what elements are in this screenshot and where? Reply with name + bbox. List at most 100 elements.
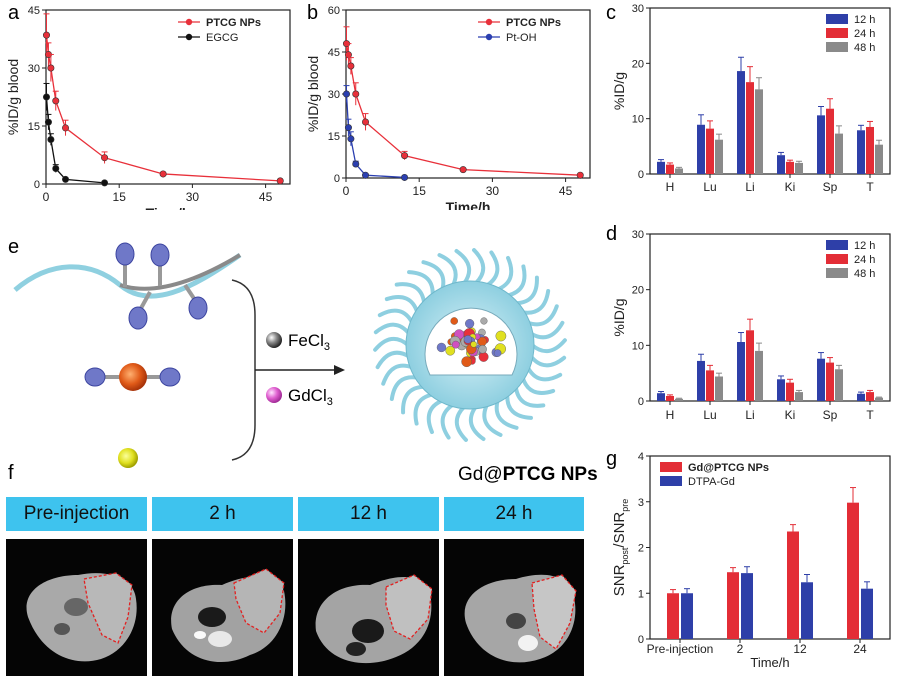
catechol-groups [115,242,208,330]
peg-chain [401,384,427,415]
plot-frame [649,233,891,402]
peg-chain [530,338,567,354]
data-point [344,124,352,132]
peg-chain [381,363,415,386]
peg-chain [413,392,435,426]
bar [857,130,865,174]
peg-chain [525,304,559,327]
peg-chain [377,308,415,325]
peg-chain [472,248,486,286]
np-cargo [478,344,487,354]
y-tick-label: 45 [328,47,340,59]
peg-chain [484,250,500,288]
series-line [45,35,281,182]
series-line [345,43,581,176]
x-tick-label: Lu [703,180,716,194]
bar [875,144,883,174]
peg-chain [513,275,539,306]
np-cargo [493,349,502,357]
x-axis-label: Time/h [146,205,191,210]
bar [681,593,693,639]
x-tick-label: 0 [43,190,50,204]
chart-a: 0 15 30 45 0 15 30 45 Time/h %ID/g blood PTCG NPs E… [5,5,291,210]
x-tick-label: 24 [853,642,867,656]
peg-chain [373,336,410,352]
bar [817,358,825,401]
np-cargo [436,342,447,353]
panel-label-e: e [8,236,20,258]
data-point [101,154,109,162]
np-cargo [451,340,460,349]
x-tick-label: Lu [703,408,716,422]
y-axis-label: %ID/g [611,298,627,336]
peg-chain [394,282,427,306]
y-axis-label: %ID/g [611,72,627,110]
x-tick-label: 15 [413,184,427,198]
bar [706,128,714,174]
mri-header-12h: 12 h [298,497,439,531]
y-tick-label: 0 [34,179,40,191]
bar [706,370,714,401]
np-cargo [470,341,477,348]
legend-label: 12 h [854,240,875,252]
bar [866,392,874,401]
bar [875,397,883,401]
y-tick-label: 45 [28,5,40,17]
mri-header-pre-injection: Pre-injection [6,497,147,531]
bar [835,133,843,174]
panel-label-c: c [606,2,616,24]
x-tick-label: Sp [823,180,838,194]
legend-label: Gd@PTCG NPs [688,462,769,474]
synthesis-scheme: FeCl3 GdCl3 Gd@PTCG NPs [13,242,598,485]
legend-marker [185,18,193,26]
np-cargo [480,317,488,325]
np-cargo [463,335,473,344]
legend-marker [485,33,493,41]
mri-image-12h [298,539,439,676]
y-tick-label: 3 [638,497,644,509]
reagent-fecl3: FeCl3 [288,331,330,353]
peg-chain [454,404,468,442]
y-tick-label: 0 [638,634,644,646]
peg-chain [437,253,458,288]
peg-chain [389,375,420,401]
x-tick-label: 30 [486,184,500,198]
legend-swatch [826,268,848,278]
legend-marker [185,33,193,41]
panel-label-b: b [307,2,319,24]
chart-d: 0 10 20 30 H Lu Li Ki Sp T %ID/g 12 h 24 h 48 h [611,229,891,422]
data-point [362,118,370,126]
chart-c: 0 10 20 30 H Lu Li Ki Sp T %ID/g 12 h 24 h 48 h [611,3,891,194]
fecl3-sphere-icon [266,332,282,348]
peg-chain [528,354,567,368]
np-cargo [495,330,507,342]
bar [786,161,794,174]
data-point [347,135,355,143]
bar [667,593,679,639]
y-tick-label: 0 [334,173,340,185]
bar [777,379,785,401]
bar [666,164,674,174]
peg-chain [505,264,527,298]
data-point [47,64,55,72]
data-point [401,173,409,181]
data-point [62,175,70,183]
peg-chain [528,320,565,340]
data-point [576,171,584,179]
plot-frame [345,9,591,179]
data-point [276,177,284,185]
legend-swatch [826,42,848,52]
y-tick-label: 30 [632,229,644,241]
peg-chain [505,392,533,420]
peg-chain [421,260,446,292]
x-tick-label: 2 [737,642,744,656]
bar [675,398,683,401]
data-point [344,51,352,59]
y-tick-label: 0 [638,396,644,408]
x-axis-label: Time/h [446,199,491,210]
x-tick-label: Pre-injection [647,642,714,656]
peg-chain [495,255,514,292]
np-cargo [478,351,489,362]
peg-chain [468,404,486,442]
bar [746,82,754,174]
